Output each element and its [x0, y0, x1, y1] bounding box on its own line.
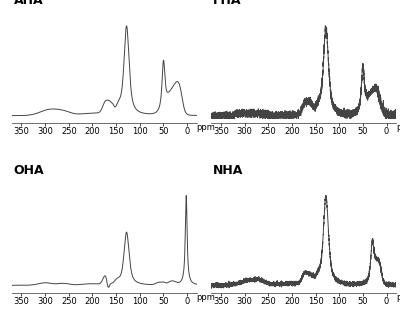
Text: AHA: AHA: [14, 0, 44, 7]
Text: ppm: ppm: [396, 293, 400, 302]
Text: NHA: NHA: [213, 164, 244, 177]
Text: ppm: ppm: [197, 293, 216, 302]
Text: ppm: ppm: [197, 123, 216, 132]
Text: ppm: ppm: [396, 123, 400, 132]
Text: FHA: FHA: [213, 0, 242, 7]
Text: OHA: OHA: [14, 164, 44, 177]
